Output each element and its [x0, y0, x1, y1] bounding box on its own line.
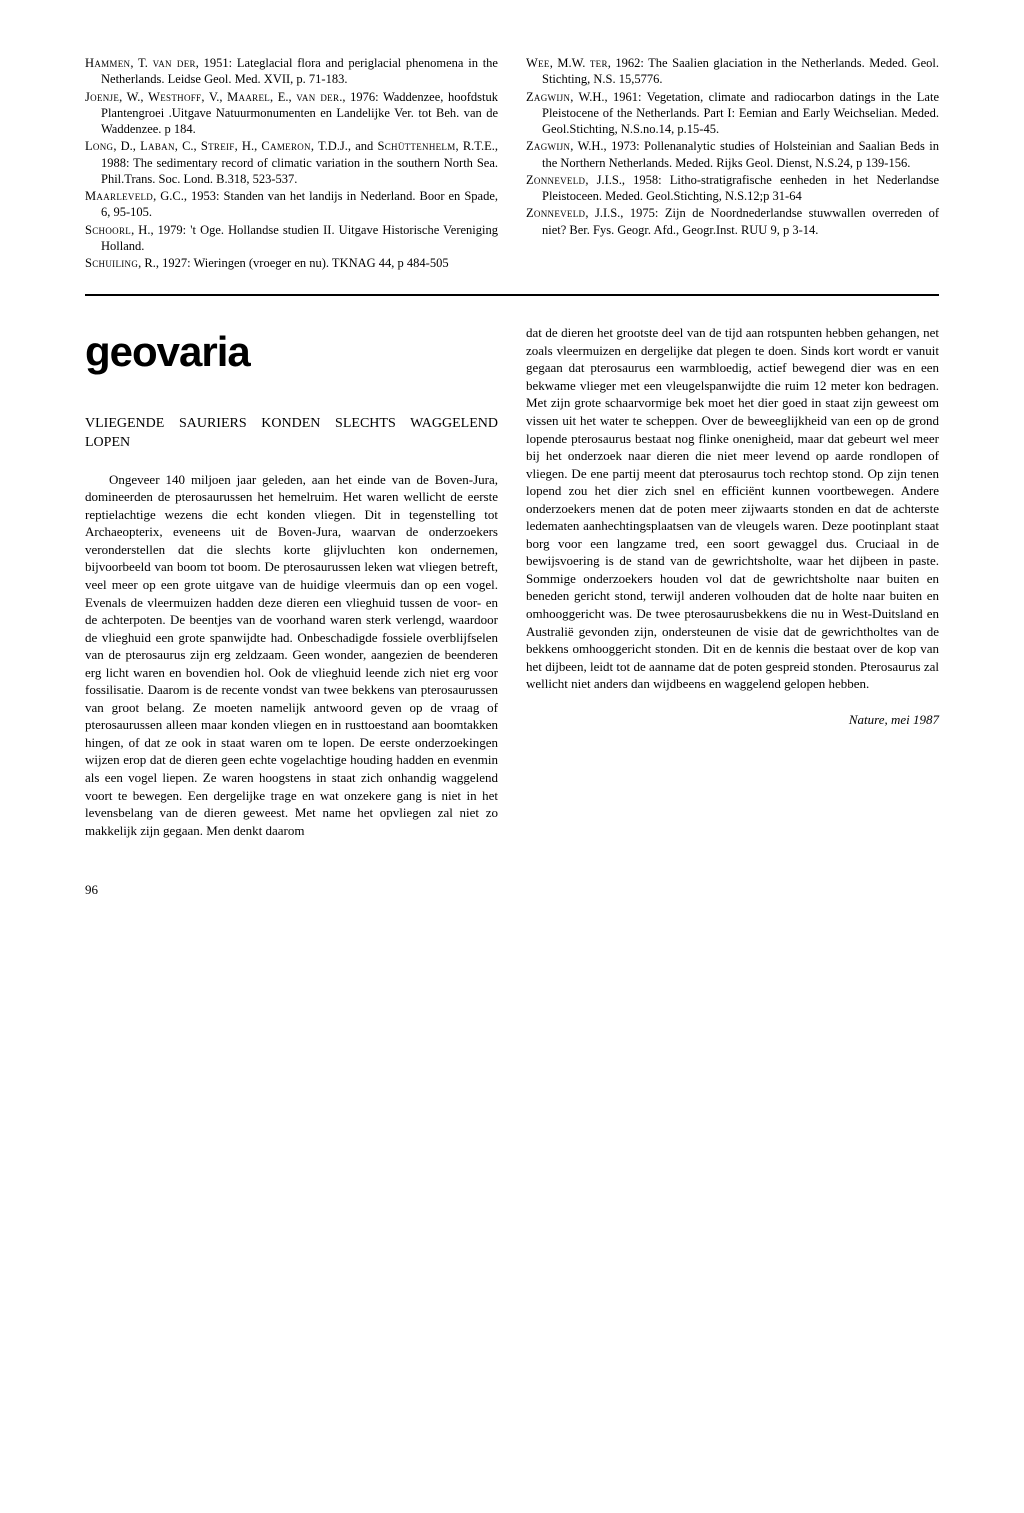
section-title: geovaria	[85, 324, 498, 381]
article-right-column: dat de dieren het grootste deel van de t…	[526, 324, 939, 839]
reference-entry: Maarleveld, G.C., 1953: Standen van het …	[85, 188, 498, 221]
reference-entry: Wee, M.W. ter, 1962: The Saalien glaciat…	[526, 55, 939, 88]
page-number: 96	[85, 881, 939, 899]
reference-entry: Zagwijn, W.H., 1961: Vegetation, climate…	[526, 89, 939, 138]
reference-entry: Joenje, W., Westhoff, V., Maarel, E., va…	[85, 89, 498, 138]
reference-entry: Zagwijn, W.H., 1973: Pollenanalytic stud…	[526, 138, 939, 171]
article-body-left: Ongeveer 140 miljoen jaar geleden, aan h…	[85, 471, 498, 839]
reference-entry: Long, D., Laban, C., Streif, H., Cameron…	[85, 138, 498, 187]
reference-entry: Schoorl, H., 1979: 't Oge. Hollandse stu…	[85, 222, 498, 255]
article-body-right: dat de dieren het grootste deel van de t…	[526, 324, 939, 692]
article-source: Nature, mei 1987	[526, 711, 939, 729]
article-subtitle: VLIEGENDE SAURIERS KONDEN SLECHTS WAGGEL…	[85, 415, 498, 453]
reference-entry: Zonneveld, J.I.S., 1975: Zijn de Noordne…	[526, 205, 939, 238]
section-divider	[85, 294, 939, 296]
references-section: Hammen, T. van der, 1951: Lateglacial fl…	[85, 55, 939, 272]
references-left-column: Hammen, T. van der, 1951: Lateglacial fl…	[85, 55, 498, 272]
reference-entry: Zonneveld, J.I.S., 1958: Litho-stratigra…	[526, 172, 939, 205]
reference-entry: Hammen, T. van der, 1951: Lateglacial fl…	[85, 55, 498, 88]
article-section: geovaria VLIEGENDE SAURIERS KONDEN SLECH…	[85, 324, 939, 839]
reference-entry: Schuiling, R., 1927: Wieringen (vroeger …	[85, 255, 498, 271]
article-left-column: geovaria VLIEGENDE SAURIERS KONDEN SLECH…	[85, 324, 498, 839]
references-right-column: Wee, M.W. ter, 1962: The Saalien glaciat…	[526, 55, 939, 272]
